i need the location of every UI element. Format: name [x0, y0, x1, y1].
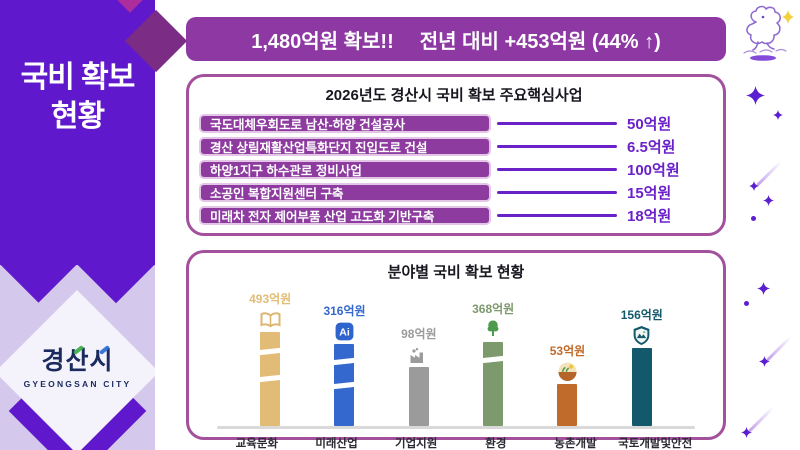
- svg-text:Ai: Ai: [339, 327, 350, 339]
- bar: [557, 384, 578, 426]
- project-name-pill: 하양1지구 하수관로 정비사업: [199, 159, 491, 179]
- key-projects-title: 2026년도 경산시 국비 확보 주요핵심사업: [325, 87, 583, 104]
- project-row: 경산 상림재활산업특화단지 진입도로 건설 6.5억원: [199, 136, 709, 156]
- project-name-pill: 경산 상림재활산업특화단지 진입도로 건설: [199, 136, 491, 156]
- bar: [631, 348, 652, 426]
- shooting-star-icon: [756, 160, 782, 187]
- project-row: 소공인 복합지원센터 구축 15억원: [199, 182, 709, 202]
- bar-notch-decoration: [483, 355, 504, 363]
- total-secured-banner: 1,480억원 확보!! 전년 대비 +453억원 (44% ↑): [186, 17, 726, 61]
- bar-value-label: 316억원: [323, 304, 366, 318]
- project-connector-line: [497, 190, 617, 194]
- ai-chip-icon: Ai: [334, 320, 355, 342]
- project-row: 국도대체우회도로 남산-하양 건설공사 50억원: [199, 113, 709, 133]
- page-title-line1: 국비 확보: [20, 61, 136, 94]
- project-amount: 50억원: [627, 115, 672, 133]
- bar-value-label: 493억원: [249, 292, 292, 306]
- bar-chart: 493억원 316억원 Ai 98억원 368억원 53억원 156억원: [199, 288, 713, 426]
- bar-notch-decoration: [334, 381, 355, 389]
- chart-category-label: 국토개발및안전: [618, 437, 693, 450]
- sparkle-icon: [741, 427, 752, 438]
- project-name-pill: 국도대체우회도로 남산-하양 건설공사: [199, 113, 491, 133]
- chart-category-label: 기업지원: [395, 437, 438, 450]
- chart-column: 493억원: [233, 290, 307, 426]
- chart-column: 316억원 Ai: [307, 302, 381, 426]
- project-name-pill: 미래차 전자 제어부품 산업 고도화 기반구축: [199, 205, 491, 225]
- sparkle-icon: [763, 195, 774, 206]
- sidebar: 국비 확보 현황 경산시 GYEONGSAN CITY: [0, 0, 155, 450]
- sparkle-icon: [746, 86, 765, 105]
- gyeongsan-city-logo: 경산시 GYEONGSAN CITY: [0, 341, 155, 389]
- tree-icon: [483, 318, 503, 340]
- logo-korean-text: 경산시: [41, 341, 113, 377]
- project-connector-line: [497, 144, 617, 148]
- chart-column: 368억원: [456, 300, 530, 426]
- project-connector-line: [497, 167, 617, 171]
- banner-yoy-change: 전년 대비 +453억원 (44% ↑): [419, 30, 661, 53]
- bar: [260, 332, 281, 426]
- project-row: 미래차 전자 제어부품 산업 고도화 기반구축 18억원: [199, 205, 709, 225]
- sparkle-icon: [757, 282, 770, 295]
- logo-panel: 경산시 GYEONGSAN CITY: [0, 265, 155, 450]
- farm-field-icon: [557, 360, 578, 382]
- project-connector-line: [497, 213, 617, 217]
- page-title: 국비 확보 현황: [0, 0, 155, 136]
- shield-icon: [631, 324, 652, 346]
- chart-category-label: 농촌개발: [554, 437, 597, 450]
- project-amount: 18억원: [627, 207, 672, 225]
- dot-decoration: [744, 301, 749, 306]
- banner-total-amount: 1,480억원 확보!!: [251, 30, 394, 53]
- bar: [334, 344, 355, 426]
- chart-category-label: 교육문화: [235, 437, 278, 450]
- bar-value-label: 368억원: [472, 302, 515, 316]
- project-name-pill: 소공인 복합지원센터 구축: [199, 182, 491, 202]
- bar-value-label: 53억원: [549, 344, 586, 358]
- chart-category-label: 환경: [485, 437, 507, 450]
- logo-english-text: GYEONGSAN CITY: [23, 379, 132, 389]
- bar-notch-decoration: [334, 357, 355, 365]
- bar-value-label: 98억원: [401, 327, 437, 341]
- sparkle-icon: [773, 110, 783, 120]
- chart-column: 98억원: [382, 325, 456, 426]
- project-connector-line: [497, 121, 617, 125]
- open-book-icon: [259, 308, 282, 330]
- bar-notch-decoration: [260, 347, 281, 355]
- chart-category-label: 미래산업: [315, 437, 358, 450]
- bar-notch-decoration: [260, 374, 281, 382]
- chart-category-labels: 교육문화 미래산업 기업지원 환경 농촌개발 국토개발및안전: [199, 435, 713, 450]
- bar: [483, 342, 504, 426]
- mascot-icon: [736, 5, 798, 68]
- key-projects-card: 2026년도 경산시 국비 확보 주요핵심사업 국도대체우회도로 남산-하양 건…: [186, 74, 726, 236]
- chart-column: 53억원: [530, 342, 604, 426]
- page-title-line2: 현황: [50, 100, 105, 133]
- sparkle-icon: [759, 356, 770, 367]
- factory-icon: [408, 343, 429, 365]
- chart-baseline: [217, 426, 695, 429]
- project-amount: 100억원: [627, 161, 680, 179]
- project-amount: 15억원: [627, 184, 672, 202]
- bar: [408, 367, 429, 426]
- sector-chart-card: 분야별 국비 확보 현황 493억원 316억원 Ai 98억원 368억원 53억원 15…: [186, 250, 726, 450]
- sparkle-icon: [749, 181, 759, 191]
- dot-decoration: [751, 216, 756, 221]
- bar-value-label: 156억원: [620, 308, 663, 322]
- chart-column: 156억원: [605, 306, 679, 426]
- chart-title: 분야별 국비 확보 현황: [387, 264, 525, 281]
- project-row: 하양1지구 하수관로 정비사업 100억원: [199, 159, 709, 179]
- project-amount: 6.5억원: [627, 138, 676, 156]
